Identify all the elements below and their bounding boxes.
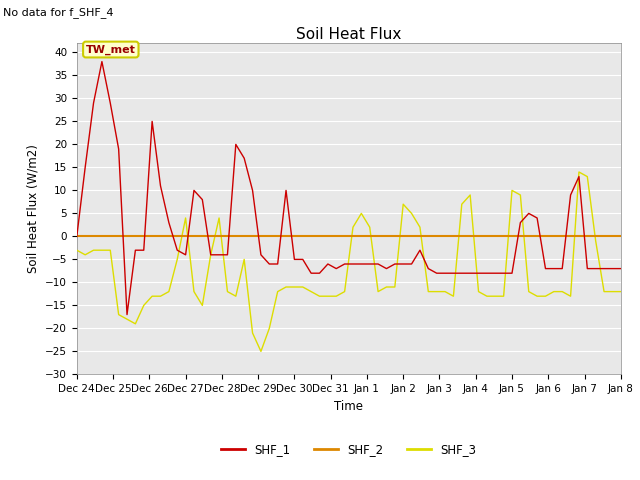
Y-axis label: Soil Heat Flux (W/m2): Soil Heat Flux (W/m2) [26, 144, 40, 273]
Legend: SHF_1, SHF_2, SHF_3: SHF_1, SHF_2, SHF_3 [217, 439, 481, 461]
Text: No data for f_SHF_4: No data for f_SHF_4 [3, 7, 114, 18]
X-axis label: Time: Time [334, 400, 364, 413]
Title: Soil Heat Flux: Soil Heat Flux [296, 27, 401, 42]
Text: TW_met: TW_met [86, 44, 136, 55]
